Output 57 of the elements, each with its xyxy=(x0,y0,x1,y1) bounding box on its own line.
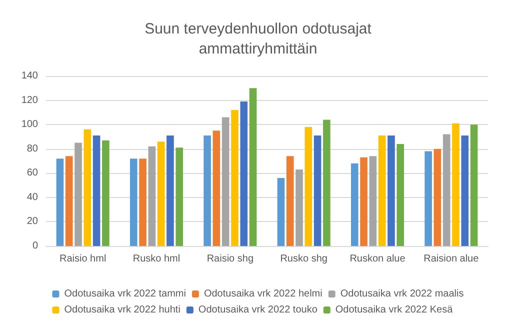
bar xyxy=(388,136,395,246)
y-tick-label: 0 xyxy=(32,240,38,252)
bar xyxy=(84,129,92,246)
bar xyxy=(130,158,138,246)
bar xyxy=(231,110,238,246)
bar xyxy=(157,142,165,246)
bar xyxy=(102,140,110,246)
bar xyxy=(222,117,230,246)
bar xyxy=(452,123,460,246)
bar xyxy=(434,148,442,246)
x-tick-label: Raisio hml xyxy=(59,254,106,264)
bar xyxy=(396,144,404,246)
legend-label: Odotusaika vrk 2022 touko xyxy=(198,304,318,316)
bar xyxy=(470,124,478,246)
x-tick-label: Rusko shg xyxy=(280,254,328,264)
x-tick-label: Raision alue xyxy=(424,254,480,264)
bar xyxy=(65,156,73,246)
bar xyxy=(442,134,450,246)
bar xyxy=(148,146,156,246)
bar xyxy=(350,163,358,246)
bar xyxy=(323,120,330,246)
bar xyxy=(360,157,368,246)
bar xyxy=(314,136,322,246)
bar xyxy=(424,151,432,246)
y-tick-label: 140 xyxy=(21,70,38,82)
bar xyxy=(204,136,211,246)
bar xyxy=(296,170,303,246)
bar xyxy=(176,148,184,246)
chart-title: Suun terveydenhuollon odotusajat ammattiryhmittäin xyxy=(144,20,372,58)
bar xyxy=(166,136,174,246)
bar xyxy=(286,156,294,246)
y-tick-label: 120 xyxy=(21,94,38,106)
bar xyxy=(240,102,248,246)
y-tick-label: 80 xyxy=(26,143,38,154)
y-tick-label: 20 xyxy=(26,216,38,228)
bar xyxy=(92,136,100,246)
bar xyxy=(461,136,469,246)
bar xyxy=(74,142,82,246)
bar xyxy=(304,127,312,246)
bar xyxy=(249,88,257,246)
legend-label: Odotusaika vrk 2022 huhti xyxy=(64,304,180,316)
x-tick-label: Ruskon alue xyxy=(350,254,406,264)
x-tick-label: Rusko hml xyxy=(132,254,180,264)
legend-label: Odotusaika vrk 2022 tammi xyxy=(64,288,186,300)
bar xyxy=(378,136,386,246)
y-tick-label: 100 xyxy=(21,119,38,130)
bar xyxy=(56,158,64,246)
legend-label: Odotusaika vrk 2022 maalis xyxy=(340,288,464,300)
bar xyxy=(212,130,220,246)
bar xyxy=(139,158,146,246)
bar xyxy=(369,156,377,246)
x-tick-label: Raisio shg xyxy=(206,254,254,264)
y-tick-label: 40 xyxy=(26,192,38,203)
bar xyxy=(277,178,285,246)
legend-label: Odotusaika vrk 2022 helmi xyxy=(204,288,322,300)
legend-label: Odotusaika vrk 2022 Kesä xyxy=(335,304,454,316)
y-tick-label: 60 xyxy=(26,168,38,179)
